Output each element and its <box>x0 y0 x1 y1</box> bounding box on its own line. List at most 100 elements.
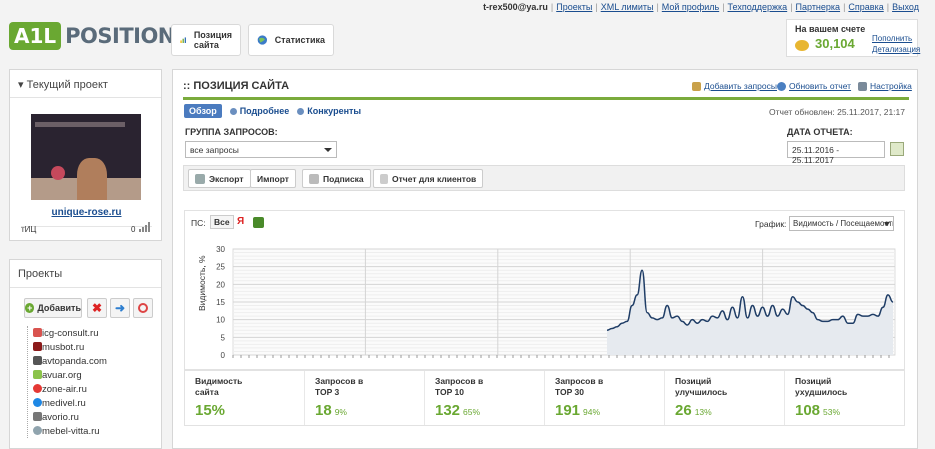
favicon-icon <box>33 342 42 351</box>
link-partner[interactable]: Партнерка <box>795 2 841 12</box>
stat-line2: улучшилось <box>675 387 728 397</box>
link-logout[interactable]: Выход <box>892 2 919 12</box>
projects-header: Проекты <box>10 260 161 288</box>
add-queries-label: Добавить запросы <box>704 81 777 91</box>
stat-line2: ухудшилось <box>795 387 848 397</box>
stat-value: 191 <box>555 402 581 419</box>
y-tick-label: 0 <box>221 351 226 360</box>
nav-statistics[interactable]: Статистика <box>248 24 334 56</box>
favicon-icon <box>33 384 42 393</box>
y-tick-label: 5 <box>221 333 226 342</box>
link-support[interactable]: Техподдержка <box>727 2 788 12</box>
project-item[interactable]: mebel-vitta.ru <box>28 424 157 438</box>
favicon-icon <box>33 398 42 407</box>
link-xml-limits[interactable]: XML лимиты <box>600 2 654 12</box>
delete-x-icon: ✖ <box>91 301 103 315</box>
query-group-select[interactable]: все запросы <box>185 141 337 158</box>
settings-circle-icon <box>138 303 148 313</box>
nav-position-line2: сайта <box>193 40 219 50</box>
project-item[interactable]: zone-air.ru <box>28 382 157 396</box>
stat-percent: 94% <box>583 407 601 417</box>
site-thumbnail[interactable] <box>31 114 141 200</box>
client-report-button[interactable]: Отчет для клиентов <box>373 169 484 188</box>
settings-link[interactable]: Настройка <box>858 81 912 91</box>
delete-project-button[interactable]: ✖ <box>87 298 107 318</box>
favicon-icon <box>33 328 42 337</box>
favicon-icon <box>33 356 42 365</box>
link-help[interactable]: Справка <box>848 2 884 12</box>
stat-percent: 53% <box>823 407 841 417</box>
project-item[interactable]: medivel.ru <box>28 396 157 410</box>
favicon-icon <box>33 426 42 435</box>
details-link[interactable]: Детализация <box>872 45 921 54</box>
title-divider <box>183 97 909 100</box>
stat-percent: 9% <box>334 407 347 417</box>
stat-percent: 13% <box>694 407 712 417</box>
tic-value: 0 <box>131 225 136 234</box>
logo-badge: A1L <box>9 22 62 50</box>
add-project-button[interactable]: + Добавить <box>24 298 82 318</box>
link-profile[interactable]: Мой профиль <box>661 2 720 12</box>
project-item[interactable]: avuar.org <box>28 368 157 382</box>
competitors-icon <box>297 107 305 115</box>
stats-row: Видимость сайта 15% Запросов в TOP 3 18 9% За… <box>184 370 905 426</box>
calendar-icon[interactable] <box>890 142 904 156</box>
envelope-icon <box>309 173 319 184</box>
graph-type-value: Видимость / Посещаемость <box>793 219 894 228</box>
export-button[interactable]: Экспорт <box>188 169 251 188</box>
stat-line2: TOP 10 <box>435 387 464 397</box>
report-tabs: Обзор Подробнее Конкуренты <box>184 104 361 118</box>
replenish-link[interactable]: Пополнить <box>872 34 913 43</box>
account-label: На вашем счете <box>795 24 866 34</box>
tab-competitors-label: Конкуренты <box>307 106 362 116</box>
plus-icon: + <box>25 303 35 313</box>
link-projects[interactable]: Проекты <box>556 2 593 12</box>
tab-overview[interactable]: Обзор <box>184 104 222 118</box>
report-toolbar: Экспорт Импорт Подписка Отчет для клиент… <box>183 165 905 191</box>
nav-position[interactable]: Позиция сайта <box>171 24 241 56</box>
tab-details-label: Подробнее <box>239 106 290 116</box>
stat-top10: Запросов в TOP 10 132 65% <box>425 371 545 425</box>
graph-label: График: <box>755 219 787 229</box>
current-site-link[interactable]: unique-rose.ru <box>51 207 122 218</box>
project-settings-button[interactable] <box>133 298 153 318</box>
logo[interactable]: A1L POSITIONS <box>9 22 190 50</box>
current-project-header[interactable]: ▾ Текущий проект <box>10 70 161 98</box>
refresh-report-label: Обновить отчет <box>789 81 852 91</box>
favicon-icon <box>33 370 42 379</box>
yandex-icon[interactable]: Я <box>237 216 245 227</box>
project-item[interactable]: musbot.ru <box>28 340 157 354</box>
collapse-triangle-icon: ▾ <box>18 79 24 91</box>
stat-line1: Позиций <box>675 376 712 386</box>
project-item[interactable]: avtopanda.com <box>28 354 157 368</box>
chart-container: ПС: Все Я График: Видимость / Посещаемос… <box>184 210 905 370</box>
export-label: Экспорт <box>209 173 244 184</box>
project-name: mebel-vitta.ru <box>42 425 100 437</box>
import-button[interactable]: Импорт <box>250 169 296 188</box>
google-icon[interactable] <box>253 217 264 228</box>
tab-competitors[interactable]: Конкуренты <box>297 106 361 116</box>
y-tick-label: 25 <box>216 263 225 272</box>
y-tick-label: 10 <box>216 316 225 325</box>
graph-type-select[interactable]: Видимость / Посещаемость <box>789 216 894 231</box>
project-item[interactable]: avorio.ru <box>28 410 157 424</box>
stat-line1: Видимость <box>195 376 243 386</box>
stat-value: 132 <box>435 402 461 419</box>
tic-label: тИЦ <box>21 225 37 234</box>
arrow-right-icon: ➜ <box>114 301 126 315</box>
current-project-panel: ▾ Текущий проект unique-rose.ru тИЦ 0 <box>9 69 162 241</box>
favicon-icon <box>33 412 42 421</box>
add-queries-link[interactable]: Добавить запросы <box>692 81 777 91</box>
stat-line1: Запросов в <box>435 376 484 386</box>
project-item[interactable]: icg-consult.ru <box>28 326 157 340</box>
tab-details[interactable]: Подробнее <box>229 106 290 116</box>
report-date-input[interactable]: 25.11.2016 - 25.11.2017 <box>787 141 885 165</box>
wrench-icon <box>858 81 867 91</box>
move-project-button[interactable]: ➜ <box>110 298 130 318</box>
pencil-icon <box>692 81 701 91</box>
visibility-chart: 0 5 10 15 20 25 30 <box>216 245 896 360</box>
ps-all-button[interactable]: Все <box>210 215 234 229</box>
subscribe-button[interactable]: Подписка <box>302 169 371 188</box>
refresh-report-link[interactable]: Обновить отчет <box>777 81 851 91</box>
stat-worsened: Позиций ухудшилось 108 53% <box>785 371 904 425</box>
